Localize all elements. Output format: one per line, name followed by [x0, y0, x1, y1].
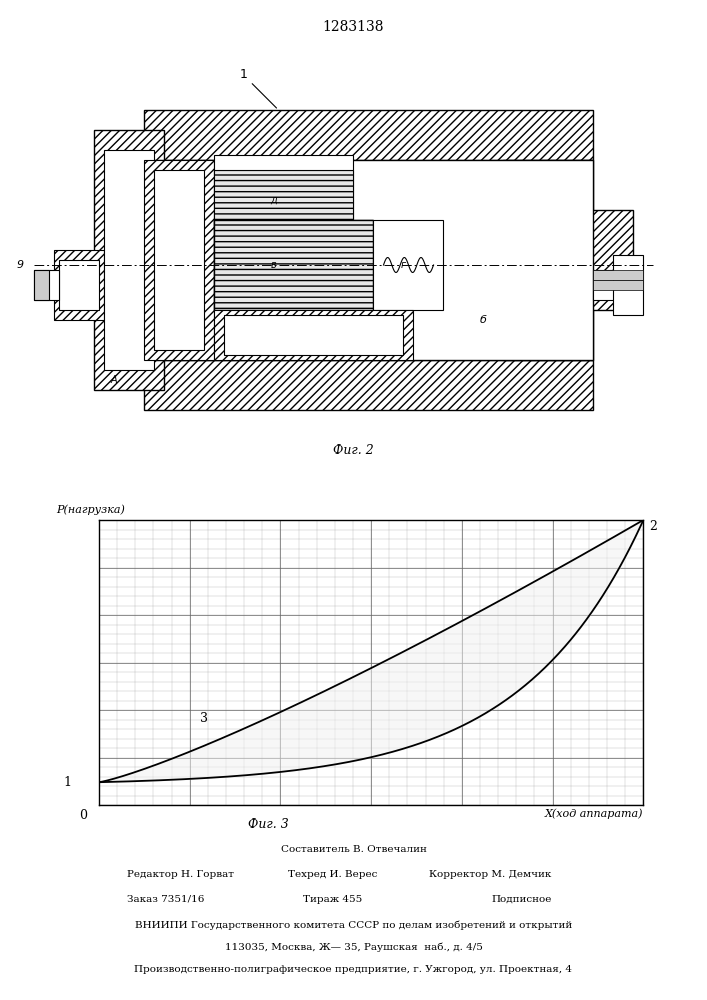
Bar: [144, 360, 593, 410]
Text: X(ход аппарата): X(ход аппарата): [545, 808, 643, 819]
Bar: [153, 170, 204, 350]
Bar: [593, 270, 643, 280]
Bar: [373, 220, 443, 310]
Bar: [144, 160, 593, 360]
Bar: [214, 310, 414, 360]
Text: 1: 1: [240, 68, 276, 108]
Bar: [103, 150, 153, 370]
Text: А: А: [110, 375, 117, 385]
Text: 1283138: 1283138: [323, 20, 384, 34]
Text: Тираж 455: Тираж 455: [303, 895, 362, 904]
Text: 113035, Москва, Ж— 35, Раушская  наб., д. 4/5: 113035, Москва, Ж— 35, Раушская наб., д.…: [225, 943, 482, 952]
Bar: [503, 160, 593, 360]
Text: 9: 9: [16, 260, 23, 270]
Bar: [593, 280, 643, 290]
Text: Производственно-полиграфическое предприятие, г. Ужгород, ул. Проектная, 4: Производственно-полиграфическое предприя…: [134, 965, 573, 974]
Bar: [33, 270, 59, 300]
Bar: [214, 220, 373, 310]
Text: Фиг. 3: Фиг. 3: [248, 818, 289, 831]
Bar: [214, 170, 354, 230]
Text: 2: 2: [649, 520, 657, 533]
Bar: [554, 210, 633, 310]
Text: Фиг. 2: Фиг. 2: [333, 444, 374, 456]
Text: г: г: [401, 260, 406, 270]
Bar: [144, 110, 593, 160]
Text: P(нагрузка): P(нагрузка): [57, 504, 125, 515]
Text: Подписное: Подписное: [491, 895, 551, 904]
Bar: [593, 270, 633, 300]
Text: б: б: [480, 315, 487, 325]
Text: Редактор Н. Горват: Редактор Н. Горват: [127, 870, 234, 879]
Text: Заказ 7351/16: Заказ 7351/16: [127, 895, 204, 904]
Text: Корректор М. Демчик: Корректор М. Демчик: [429, 870, 551, 879]
Bar: [214, 170, 354, 230]
Bar: [93, 130, 163, 390]
Text: ВНИИПИ Государственного комитета СССР по делам изобретений и открытий: ВНИИПИ Государственного комитета СССР по…: [135, 920, 572, 930]
Bar: [54, 250, 103, 320]
Text: 0: 0: [78, 809, 87, 822]
Text: 3: 3: [200, 712, 208, 725]
Bar: [223, 315, 404, 355]
Text: д: д: [270, 195, 277, 205]
Text: Составитель В. Отвечалин: Составитель В. Отвечалин: [281, 845, 426, 854]
Bar: [214, 155, 354, 170]
Text: Техред И. Верес: Техред И. Верес: [288, 870, 377, 879]
Bar: [614, 255, 643, 315]
Bar: [59, 260, 98, 310]
Bar: [214, 220, 373, 310]
Bar: [144, 160, 214, 360]
Text: 1: 1: [64, 776, 72, 789]
Bar: [33, 270, 49, 300]
Text: в: в: [271, 260, 276, 270]
